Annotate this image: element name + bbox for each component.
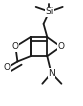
Text: Si: Si bbox=[45, 7, 54, 16]
Text: N: N bbox=[48, 69, 55, 78]
Text: O: O bbox=[57, 42, 64, 51]
Text: O: O bbox=[12, 42, 19, 51]
Text: O: O bbox=[3, 63, 10, 72]
